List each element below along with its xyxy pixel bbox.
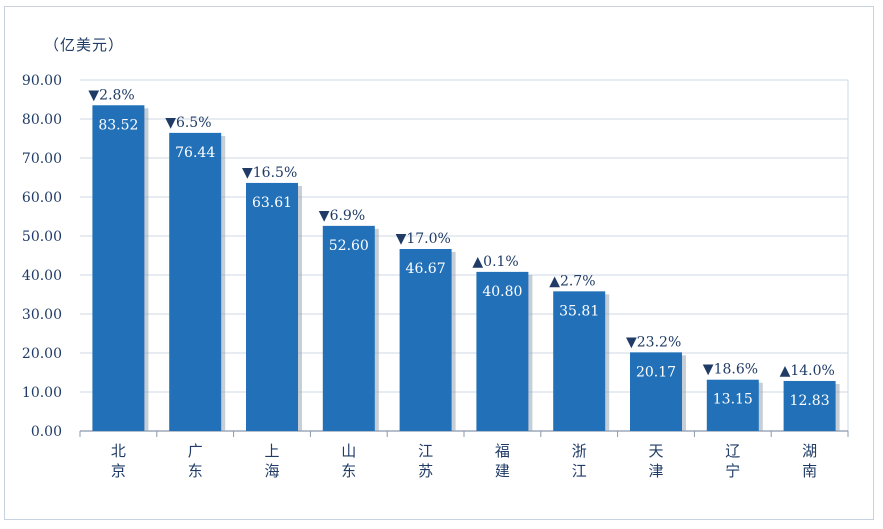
change-label: ▲0.1% [472,254,518,270]
bar-value-label: 40.80 [482,284,522,300]
y-tick-label: 50.00 [22,229,62,245]
bar-天津 [630,352,682,431]
x-tick-label: 辽 [725,442,740,460]
y-tick-label: 30.00 [22,307,62,323]
bar-value-label: 76.44 [175,145,215,161]
bar-value-label: 63.61 [252,195,292,211]
change-label: ▲2.7% [549,273,595,289]
x-tick-label: 京 [111,462,126,480]
change-label: ▼16.5% [242,165,297,181]
x-tick-label: 宁 [725,462,740,480]
change-label: ▼2.8% [88,87,134,103]
change-label: ▲14.0% [780,363,835,379]
change-label: ▼6.5% [165,115,211,131]
x-tick-label: 江 [418,442,433,460]
x-tick-label: 江 [572,462,587,480]
bar-value-label: 83.52 [98,117,138,133]
y-tick-label: 20.00 [22,346,62,362]
y-tick-label: 40.00 [22,268,62,284]
bar-上海 [246,182,298,431]
bar-value-label: 35.81 [559,303,599,319]
x-tick-label: 东 [341,462,356,480]
x-tick-label: 浙 [572,442,587,460]
y-tick-label: 10.00 [22,385,62,401]
x-tick-label: 南 [802,462,817,480]
y-tick-label: 70.00 [22,151,62,167]
x-tick-label: 海 [264,462,279,480]
bar-value-label: 20.17 [636,364,676,380]
bar-山东 [322,225,375,431]
bar-湖南 [783,380,836,431]
y-tick-label: 0.00 [31,424,62,440]
change-label: ▼17.0% [396,231,451,247]
bar-value-label: 12.83 [790,393,830,409]
y-tick-label: 90.00 [22,73,62,89]
bar-value-label: 46.67 [406,261,446,277]
x-tick-label: 广 [188,442,203,460]
bar-广东 [169,132,222,431]
bar-value-label: 13.15 [713,392,753,408]
x-tick-label: 湖 [802,442,817,460]
x-tick-label: 建 [495,462,510,480]
x-tick-label: 津 [648,462,663,480]
x-tick-label: 山 [341,442,356,460]
bar-value-label: 52.60 [329,238,369,254]
bar-浙江 [553,291,606,431]
y-axis-unit-label: （亿美元） [44,36,125,54]
change-label: ▼23.2% [626,334,681,350]
bar-福建 [476,271,529,431]
change-label: ▼6.9% [319,208,365,224]
y-tick-label: 60.00 [22,190,62,206]
x-tick-label: 上 [264,442,279,460]
x-tick-label: 福 [495,442,510,460]
x-tick-label: 东 [188,462,203,480]
x-tick-label: 苏 [418,462,433,480]
x-tick-label: 天 [648,442,663,460]
x-tick-label: 北 [111,442,126,460]
bar-江苏 [399,248,452,431]
bar-北京 [92,105,145,431]
bar-辽宁 [706,379,759,431]
y-tick-label: 80.00 [22,112,62,128]
change-label: ▼18.6% [703,362,758,378]
